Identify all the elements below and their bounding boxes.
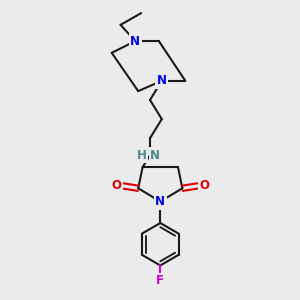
Text: N: N — [150, 149, 160, 162]
Text: N: N — [157, 74, 167, 87]
Text: F: F — [156, 274, 164, 287]
Text: O: O — [111, 179, 121, 192]
Text: N: N — [155, 195, 165, 208]
Text: N: N — [130, 34, 140, 48]
Text: H: H — [137, 149, 147, 162]
Text: O: O — [200, 179, 209, 192]
